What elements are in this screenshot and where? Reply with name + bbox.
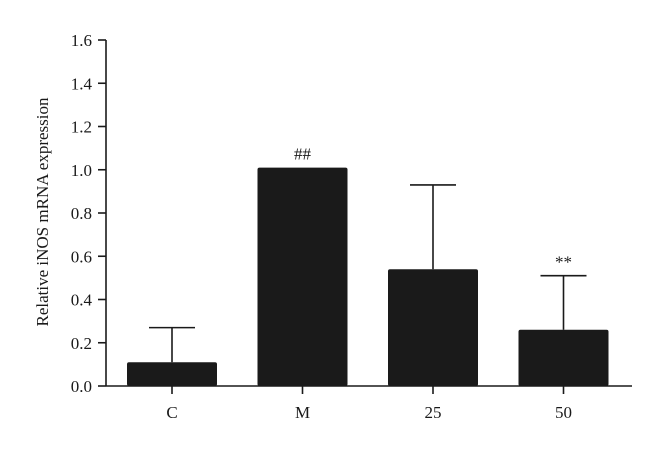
x-axis: C M 25 50 bbox=[106, 385, 632, 422]
bar bbox=[127, 362, 217, 386]
significance-label: ** bbox=[555, 253, 572, 272]
y-tick-label: 0.0 bbox=[71, 377, 92, 396]
x-tick-label: M bbox=[295, 403, 310, 422]
bar bbox=[518, 329, 609, 386]
bar bbox=[388, 269, 478, 386]
y-tick-label: 0.4 bbox=[71, 291, 93, 310]
y-tick-label: 0.8 bbox=[71, 204, 92, 223]
x-tick-label: C bbox=[166, 403, 177, 422]
annotations: ## ** bbox=[294, 145, 572, 272]
y-axis: 0.0 0.2 0.4 0.6 0.8 1.0 1.2 1.4 1.6 bbox=[71, 31, 107, 396]
y-axis-label: Relative iNOS mRNA expression bbox=[33, 97, 52, 327]
y-tick-label: 1.4 bbox=[71, 74, 93, 93]
x-tick-label: 25 bbox=[425, 403, 442, 422]
y-tick-label: 0.6 bbox=[71, 247, 92, 266]
y-tick-label: 0.2 bbox=[71, 334, 92, 353]
bar bbox=[257, 167, 348, 386]
y-tick-label: 1.6 bbox=[71, 31, 92, 50]
x-tick-label: 50 bbox=[555, 403, 572, 422]
bars bbox=[127, 167, 609, 386]
y-tick-label: 1.2 bbox=[71, 118, 92, 137]
y-tick-label: 1.0 bbox=[71, 161, 92, 180]
significance-label: ## bbox=[294, 145, 312, 164]
